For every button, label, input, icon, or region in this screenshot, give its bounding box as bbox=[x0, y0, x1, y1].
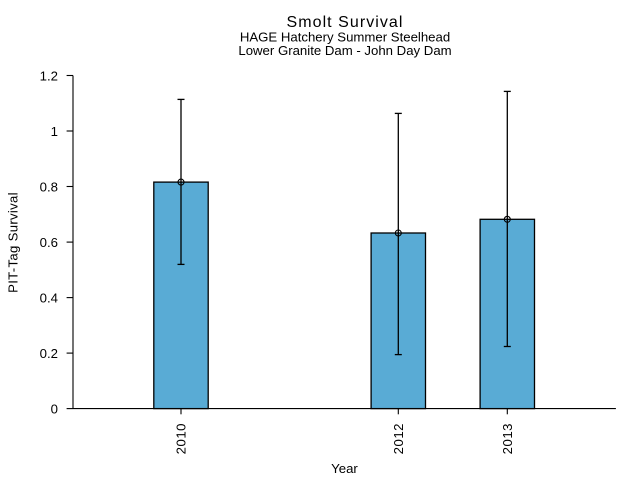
svg-text:0.4: 0.4 bbox=[40, 291, 58, 306]
svg-text:2013: 2013 bbox=[500, 423, 515, 454]
svg-text:1.2: 1.2 bbox=[40, 68, 58, 83]
svg-text:PIT-Tag Survival: PIT-Tag Survival bbox=[6, 192, 21, 293]
svg-text:0: 0 bbox=[51, 402, 58, 417]
svg-text:Lower Granite Dam - John Day D: Lower Granite Dam - John Day Dam bbox=[238, 43, 451, 58]
svg-text:1: 1 bbox=[51, 124, 58, 139]
svg-text:2010: 2010 bbox=[174, 423, 189, 454]
svg-text:Smolt Survival: Smolt Survival bbox=[287, 14, 404, 31]
svg-text:0.8: 0.8 bbox=[40, 179, 58, 194]
svg-text:HAGE Hatchery Summer Steelhead: HAGE Hatchery Summer Steelhead bbox=[240, 30, 450, 45]
svg-text:0.6: 0.6 bbox=[40, 235, 58, 250]
svg-text:Year: Year bbox=[331, 461, 358, 476]
svg-text:0.2: 0.2 bbox=[40, 346, 58, 361]
svg-text:2012: 2012 bbox=[391, 423, 406, 454]
